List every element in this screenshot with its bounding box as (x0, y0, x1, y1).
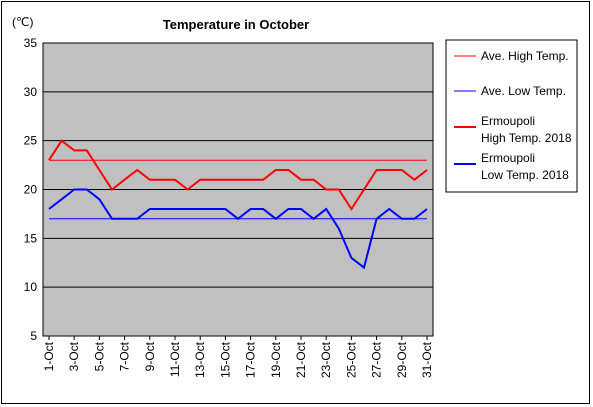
x-tick-label: 15-Oct (218, 341, 232, 378)
x-tick-label: 23-Oct (319, 341, 333, 378)
y-tick-label: 30 (24, 85, 38, 99)
legend: Ave. High Temp. Ave. Low Temp. Ermoupoli Hi… (454, 49, 572, 182)
x-tick-label: 21-Oct (294, 341, 308, 378)
series-line-4 (48, 188, 428, 270)
y-tick-label: 5 (30, 329, 37, 343)
y-axis-ticks: 5 10 15 20 25 30 35 (24, 36, 38, 343)
y-tick-label: 20 (24, 183, 38, 197)
x-tick-label: 7-Oct (118, 341, 132, 371)
series-line-3 (48, 139, 428, 211)
x-tick-label: 11-Oct (168, 341, 182, 377)
x-tick-label: 17-Oct (244, 341, 258, 378)
legend-label-4: Low Temp. 2018 (481, 168, 569, 182)
x-tick-label: 1-Oct (42, 341, 56, 371)
x-tick-label: 29-Oct (395, 341, 409, 378)
y-tick-label: 25 (24, 134, 38, 148)
grid-lines (43, 91, 433, 288)
x-tick-label: 5-Oct (92, 341, 106, 371)
x-tick-label: 9-Oct (143, 341, 157, 371)
y-axis-unit: (℃) (12, 15, 33, 29)
legend-label-2: Ave. Low Temp. (481, 84, 566, 98)
legend-box (445, 39, 578, 193)
legend-label-1: Ave. High Temp. (481, 49, 569, 63)
y-tick-label: 10 (24, 280, 38, 294)
x-tick-label: 27-Oct (370, 341, 384, 378)
y-tick-label: 35 (24, 36, 38, 50)
x-tick-label: 31-Oct (420, 341, 434, 378)
legend-label-3: High Temp. 2018 (481, 131, 572, 145)
x-axis-ticks: 1-Oct 3-Oct 5-Oct 7-Oct 9-Oct 11-Oct 13-Oct 15-… (42, 336, 434, 378)
x-tick-label: 13-Oct (193, 341, 207, 378)
y-tick-label: 15 (24, 231, 38, 245)
x-tick-label: 19-Oct (269, 341, 283, 378)
x-tick-label: 3-Oct (67, 341, 81, 371)
chart-title: Temperature in October (163, 17, 309, 32)
series-lines (48, 139, 428, 270)
x-tick-label: 25-Oct (344, 341, 358, 378)
legend-label-4: Ermoupoli (481, 151, 535, 165)
legend-label-3: Ermoupoli (481, 114, 535, 128)
